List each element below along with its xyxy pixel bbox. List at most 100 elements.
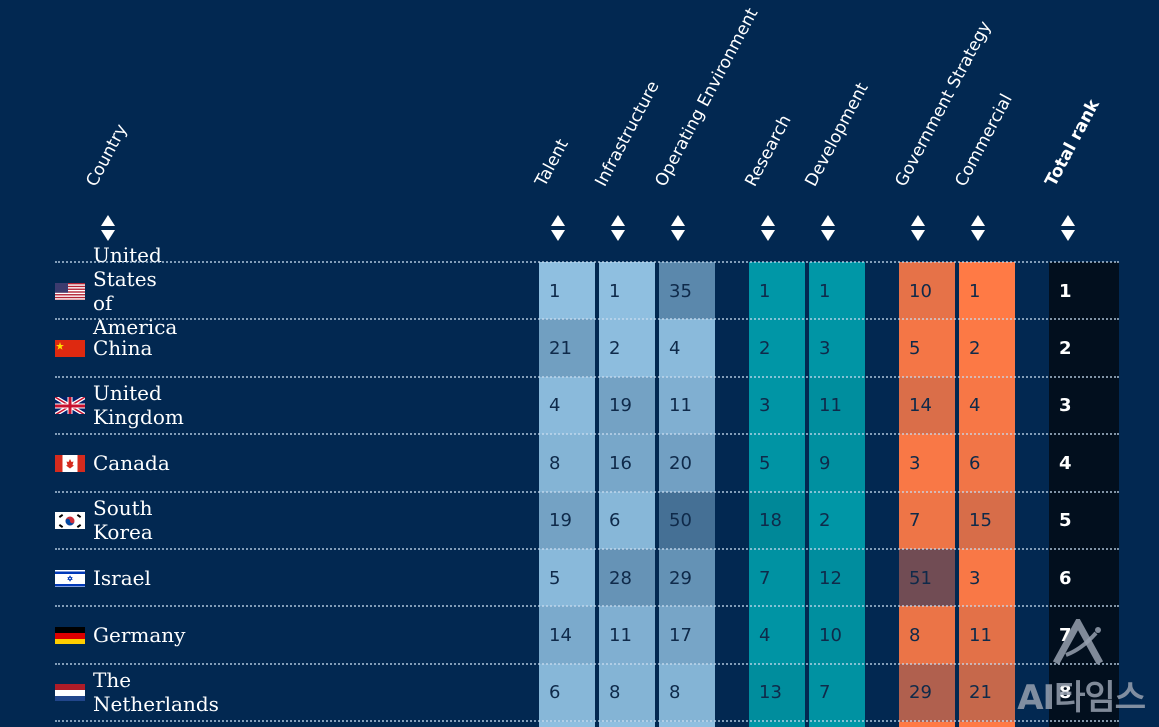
- score-cell-infrastructure: 11: [599, 606, 655, 665]
- sort-ascending-icon: [911, 215, 925, 226]
- row-divider: [55, 548, 1119, 550]
- country-name: United Kingdom: [93, 381, 184, 430]
- score-cell-research: 13: [749, 663, 805, 722]
- sort-descending-icon: [1061, 230, 1075, 241]
- de-flag-icon: [55, 626, 85, 644]
- country-cell: Canada: [55, 434, 170, 491]
- score-cell-talent: 4: [539, 376, 595, 435]
- sort-ascending-icon: [611, 215, 625, 226]
- country-name: South Korea: [93, 496, 153, 545]
- us-flag-icon: [55, 282, 85, 300]
- uk-flag-icon: [55, 396, 85, 415]
- score-cell-infrastructure: 8: [599, 663, 655, 722]
- score-cell-infrastructure: 6: [599, 491, 655, 550]
- country-cell: United States of America: [55, 243, 177, 339]
- ca-flag-icon: [55, 454, 85, 472]
- score-cell-operating-environment: 20: [659, 434, 715, 493]
- column-header-country[interactable]: Country: [82, 120, 132, 190]
- score-cell-government-strategy: 7: [899, 491, 955, 550]
- score-cell-research: 5: [749, 434, 805, 493]
- score-cell-infrastructure: 19: [599, 376, 655, 435]
- score-cell-infrastructure: 1: [599, 262, 655, 320]
- column-header-infrastructure[interactable]: Infrastructure: [591, 77, 664, 190]
- score-cell-commercial: 3: [959, 549, 1015, 607]
- score-cell-government-strategy: 14: [899, 376, 955, 435]
- score-cell-infrastructure: 28: [599, 549, 655, 607]
- column-header-commercial[interactable]: Commercial: [951, 90, 1017, 190]
- score-cell-talent: 6: [539, 663, 595, 722]
- total-rank-cell: 2: [1059, 337, 1072, 359]
- sort-toggle-development[interactable]: [821, 215, 835, 243]
- score-cell-infrastructure: 2: [599, 319, 655, 378]
- column-header-talent[interactable]: Talent: [531, 135, 573, 190]
- sort-toggle-research[interactable]: [761, 215, 775, 243]
- column-header-total-rank[interactable]: Total rank: [1041, 96, 1104, 190]
- sort-ascending-icon: [101, 215, 115, 226]
- sort-descending-icon: [671, 230, 685, 241]
- column-header-development[interactable]: Development: [801, 79, 873, 190]
- row-divider: [55, 662, 1119, 665]
- country-cell: South Korea: [55, 492, 153, 549]
- score-cell-research: 18: [749, 491, 805, 550]
- score-cell-operating-environment: 8: [659, 663, 715, 722]
- score-cell-government-strategy: 8: [899, 606, 955, 665]
- cn-flag-icon: [55, 339, 85, 357]
- sort-descending-icon: [611, 230, 625, 241]
- country-name: Israel: [93, 565, 151, 590]
- country-name: Canada: [93, 450, 170, 475]
- score-cell-development: 3: [809, 319, 865, 378]
- total-rank-cell: 4: [1059, 452, 1072, 474]
- score-cell-commercial: 1: [959, 262, 1015, 320]
- row-divider: [55, 720, 1119, 723]
- sort-descending-icon: [821, 230, 835, 241]
- total-rank-cell: 3: [1059, 395, 1072, 417]
- total-rank-cell: 6: [1059, 567, 1072, 589]
- sort-toggle-operating-environment[interactable]: [671, 215, 685, 243]
- country-name: China: [93, 335, 153, 360]
- score-cell-operating-environment: 11: [659, 376, 715, 435]
- sort-toggle-country[interactable]: [101, 215, 115, 243]
- sort-descending-icon: [761, 230, 775, 241]
- score-cell-research: 3: [749, 376, 805, 435]
- row-divider: [55, 261, 1119, 263]
- country-cell: Israel: [55, 549, 151, 606]
- score-cell-commercial: 4: [959, 376, 1015, 435]
- score-cell-operating-environment: 50: [659, 491, 715, 550]
- score-cell-development: 10: [809, 606, 865, 665]
- kr-flag-icon: [55, 511, 85, 530]
- score-cell-development: 7: [809, 663, 865, 722]
- sort-toggle-total-rank[interactable]: [1061, 215, 1075, 243]
- score-cell-talent: 5: [539, 549, 595, 607]
- score-cell-operating-environment: 35: [659, 262, 715, 320]
- watermark-text: AI타임스: [1017, 678, 1146, 718]
- score-cell-talent: 19: [539, 491, 595, 550]
- score-cell-talent: 1: [539, 262, 595, 320]
- score-cell-development: 11: [809, 376, 865, 435]
- score-cell-government-strategy: 51: [899, 549, 955, 607]
- score-cell-operating-environment: 29: [659, 549, 715, 607]
- sort-toggle-talent[interactable]: [551, 215, 565, 243]
- score-cell-government-strategy: 3: [899, 434, 955, 493]
- score-cell-research: 4: [749, 606, 805, 665]
- column-header-operating-environment[interactable]: Operating Environment: [651, 4, 763, 190]
- column-header-research[interactable]: Research: [741, 111, 796, 190]
- sort-toggle-government-strategy[interactable]: [911, 215, 925, 243]
- score-cell-operating-environment: 4: [659, 319, 715, 378]
- row-divider: [55, 605, 1119, 608]
- row-divider: [55, 433, 1119, 436]
- total-rank-cell: 1: [1059, 280, 1072, 302]
- score-cell-commercial: 21: [959, 663, 1015, 722]
- il-flag-icon: [55, 569, 85, 587]
- country-name: The Netherlands: [93, 668, 219, 717]
- sort-toggle-infrastructure[interactable]: [611, 215, 625, 243]
- score-cell-research: 1: [749, 262, 805, 320]
- sort-descending-icon: [101, 230, 115, 241]
- sort-ascending-icon: [1061, 215, 1075, 226]
- score-cell-development: 12: [809, 549, 865, 607]
- score-cell-government-strategy: 29: [899, 663, 955, 722]
- sort-ascending-icon: [551, 215, 565, 226]
- score-cell-commercial: 6: [959, 434, 1015, 493]
- score-cell-research: 7: [749, 549, 805, 607]
- score-cell-operating-environment: 17: [659, 606, 715, 665]
- sort-toggle-commercial[interactable]: [971, 215, 985, 243]
